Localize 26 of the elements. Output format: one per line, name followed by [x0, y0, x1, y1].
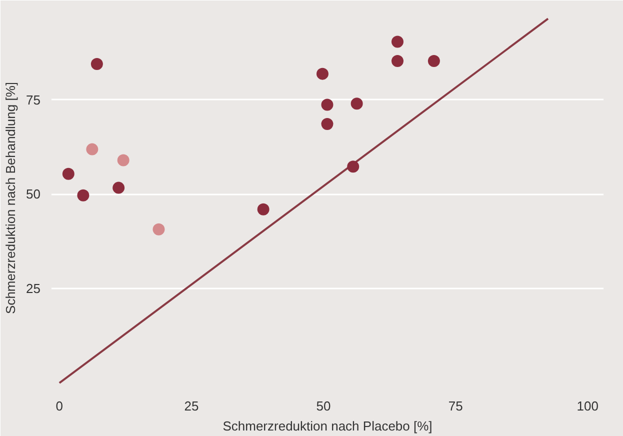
point	[62, 168, 74, 180]
point	[321, 98, 334, 111]
point	[350, 98, 363, 110]
x-tick-label: 75	[448, 398, 463, 414]
point	[391, 54, 404, 67]
point	[257, 203, 270, 216]
y-tick-label: 25	[26, 281, 41, 296]
y-axis-title: Schmerzreduktion nach Behandlung [%]	[3, 82, 18, 314]
point	[112, 182, 125, 194]
point	[316, 68, 328, 80]
x-axis-title: Schmerzreduktion nach Placebo [%]	[222, 418, 432, 434]
point	[77, 189, 90, 202]
x-tick-label: 25	[184, 398, 199, 414]
point	[347, 160, 360, 173]
point	[428, 54, 440, 67]
y-tick-label: 50	[26, 186, 41, 202]
x-tick-label: 0	[56, 398, 64, 414]
point	[90, 58, 103, 70]
y-tick-label: 75	[26, 92, 41, 108]
point	[391, 36, 404, 48]
point	[86, 143, 98, 156]
point	[117, 154, 130, 166]
x-tick-label: 50	[316, 398, 331, 414]
x-tick-label: 100	[576, 398, 599, 414]
point	[321, 118, 334, 130]
point	[152, 223, 165, 236]
